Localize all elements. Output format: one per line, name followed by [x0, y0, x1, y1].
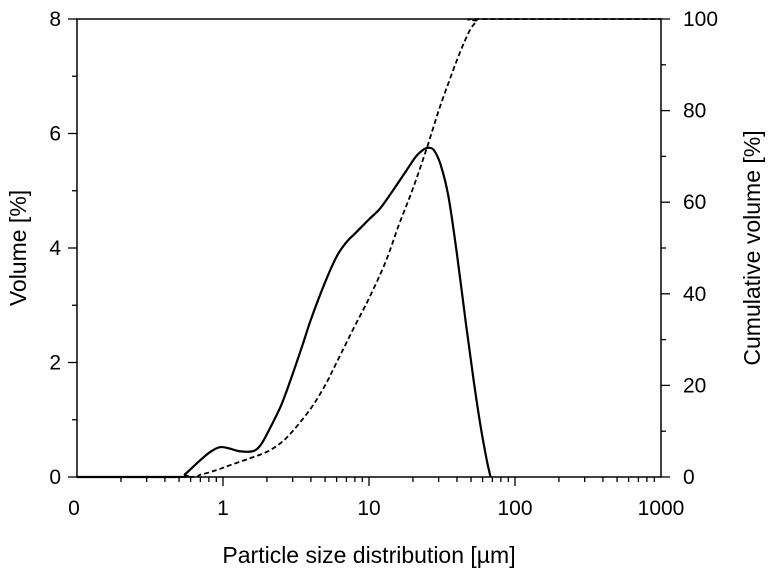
y-right-tick-label: 100 [683, 8, 718, 31]
y-right-tick-label: 0 [683, 466, 695, 489]
y-left-tick-label: 2 [49, 352, 61, 375]
y-axis-left-title: Volume [%] [5, 190, 31, 306]
x-tick-label: 1 [217, 497, 229, 520]
x-tick-label: 100 [497, 497, 532, 520]
y-left-tick-label: 4 [49, 237, 61, 260]
series-layer [77, 18, 661, 479]
cumulative-volume-line [77, 18, 661, 478]
x-tick-label: 1000 [638, 497, 685, 520]
y-right-tick-label: 60 [683, 191, 706, 214]
plot-frame [76, 18, 662, 478]
volume-line [77, 146, 492, 479]
x-axis-title: Particle size distribution [µm] [222, 542, 515, 568]
y-right-tick-label: 80 [683, 100, 706, 123]
y-axis-right-title: Cumulative volume [%] [739, 130, 765, 365]
ticks-layer [68, 18, 670, 486]
y-right-tick-label: 20 [683, 374, 706, 397]
x-tick-label: 10 [357, 497, 380, 520]
y-right-tick-label: 40 [683, 283, 706, 306]
x-tick-label: 0 [68, 497, 80, 520]
y-left-tick-label: 0 [49, 466, 61, 489]
y-left-tick-label: 6 [49, 123, 61, 146]
y-left-tick-label: 8 [49, 8, 61, 31]
